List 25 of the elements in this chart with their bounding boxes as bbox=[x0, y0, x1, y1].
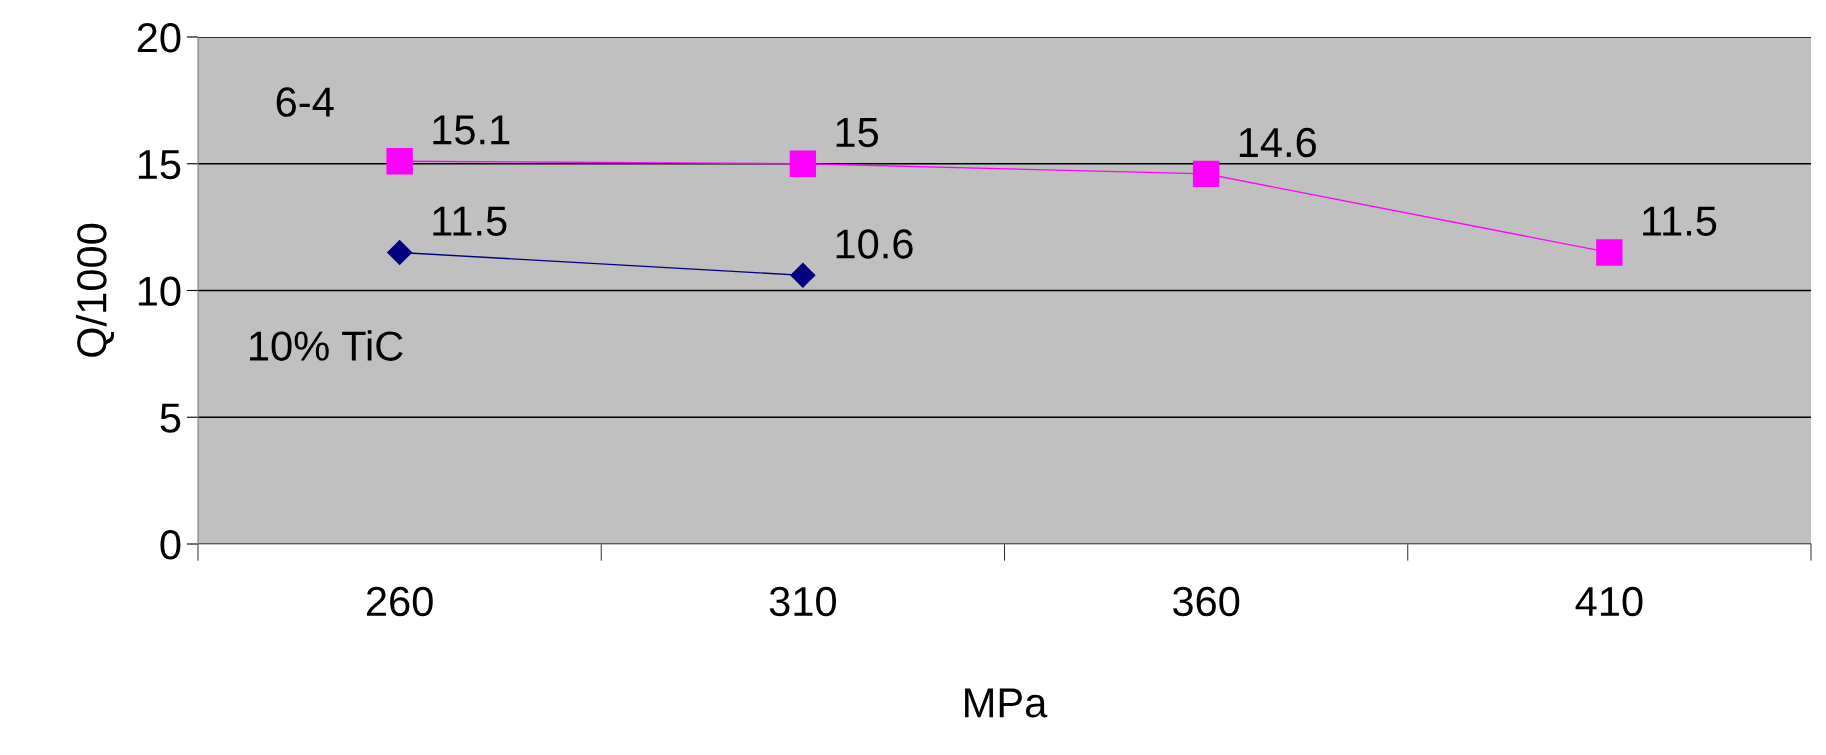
data-label: 10.6 bbox=[836, 229, 913, 259]
y-tick-label: 15 bbox=[138, 150, 181, 180]
point bbox=[789, 150, 817, 177]
point bbox=[386, 148, 413, 175]
data-label: 15.1 bbox=[433, 115, 510, 145]
x-axis-title: MPa bbox=[965, 688, 1048, 718]
point bbox=[790, 262, 816, 288]
point bbox=[1596, 239, 1623, 266]
y-axis-title: Q/1000 bbox=[76, 223, 115, 357]
series-label: 10% TiC bbox=[250, 330, 403, 361]
x-tick-label: 410 bbox=[1575, 586, 1643, 617]
series-label: 6-4 bbox=[276, 87, 334, 117]
point bbox=[387, 239, 413, 265]
x-tick-label: 260 bbox=[366, 586, 433, 617]
y-tick-label: 5 bbox=[160, 403, 181, 433]
data-label: 14.6 bbox=[1239, 127, 1316, 158]
y-tick-label: 10 bbox=[138, 276, 181, 307]
y-tick-label: 0 bbox=[160, 530, 181, 560]
x-tick-label: 360 bbox=[1172, 586, 1240, 617]
x-tick-label: 310 bbox=[769, 586, 837, 617]
point bbox=[1192, 160, 1220, 188]
data-label: 15 bbox=[836, 118, 879, 148]
data-label: 11.5 bbox=[433, 206, 507, 236]
data-label: 11.5 bbox=[1643, 206, 1717, 236]
y-tick-label: 20 bbox=[137, 23, 181, 53]
